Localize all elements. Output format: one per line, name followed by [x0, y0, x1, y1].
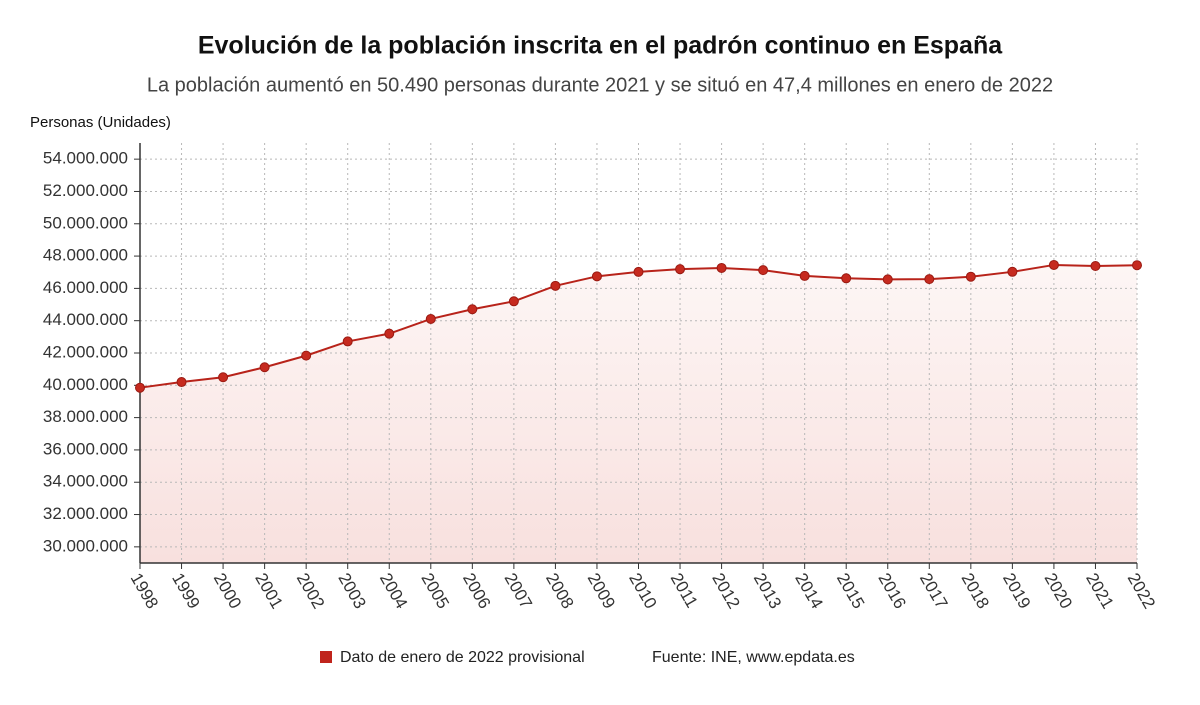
x-tick-label: 2019	[999, 570, 1034, 612]
y-axis-label: Personas (Unidades)	[30, 114, 171, 131]
x-tick-label: 2002	[293, 570, 328, 612]
point	[467, 304, 478, 315]
x-tick-label: 2005	[417, 570, 452, 612]
y-tick-label: 54.000.000	[43, 149, 128, 168]
x-tick-label: 2014	[791, 570, 826, 612]
x-tick-label: 1999	[168, 570, 203, 612]
x-tick-label: 2000	[210, 570, 245, 612]
x-tick-label: 2022	[1124, 570, 1159, 612]
x-tick-label: 2016	[874, 570, 909, 612]
y-tick-label: 38.000.000	[43, 407, 128, 426]
x-tick-label: 2020	[1041, 570, 1076, 612]
point	[425, 313, 436, 324]
x-tick-label: 2009	[584, 570, 619, 612]
point	[758, 265, 769, 276]
x-tick-label: 2007	[501, 570, 536, 612]
point	[1132, 260, 1142, 271]
point	[965, 271, 976, 282]
x-tick-label: 2012	[708, 570, 743, 612]
source: Fuente: INE, www.epdata.es	[652, 649, 855, 666]
point	[882, 274, 893, 285]
point	[259, 362, 270, 373]
x-tick-label: 2001	[251, 570, 286, 612]
x-tick-label: 2008	[542, 570, 577, 612]
x-tick-label: 2017	[916, 570, 951, 612]
y-tick-label: 42.000.000	[43, 342, 128, 361]
y-tick-label: 32.000.000	[43, 504, 128, 523]
x-tick-label: 2006	[459, 570, 494, 612]
point	[508, 296, 519, 307]
point	[591, 271, 602, 282]
x-tick-label: 1998	[127, 570, 162, 612]
point	[176, 377, 187, 388]
y-tick-label: 50.000.000	[43, 213, 128, 232]
point	[1048, 259, 1059, 270]
y-tick-label: 48.000.000	[43, 246, 128, 265]
x-tick-label: 2021	[1082, 570, 1117, 612]
point	[799, 270, 810, 281]
x-tick-label: 2010	[625, 570, 660, 612]
y-tick-label: 46.000.000	[43, 278, 128, 297]
point	[218, 372, 229, 383]
y-tick-label: 30.000.000	[43, 536, 128, 555]
x-tick-label: 2015	[833, 570, 868, 612]
point	[301, 350, 312, 361]
x-tick-label: 2011	[667, 570, 702, 611]
point	[1090, 261, 1101, 272]
note-swatch	[320, 651, 332, 663]
x-tick-label: 2013	[750, 570, 785, 612]
point	[675, 264, 686, 275]
y-tick-label: 36.000.000	[43, 439, 128, 458]
chart-title: Evolución de la población inscrita en el…	[198, 32, 1003, 60]
chart-subtitle: La población aumentó en 50.490 personas …	[147, 74, 1053, 96]
x-tick-label: 2018	[957, 570, 992, 612]
point	[924, 274, 935, 285]
y-tick-label: 34.000.000	[43, 472, 128, 491]
point	[841, 273, 852, 284]
x-tick-label: 2004	[376, 570, 411, 612]
point	[1007, 266, 1018, 277]
point	[342, 336, 353, 347]
point	[550, 280, 561, 291]
y-tick-label: 44.000.000	[43, 310, 128, 329]
point	[384, 328, 395, 339]
note: Dato de enero de 2022 provisional	[340, 649, 585, 666]
y-tick-label: 40.000.000	[43, 375, 128, 394]
x-tick-label: 2003	[334, 570, 369, 612]
y-tick-label: 52.000.000	[43, 181, 128, 200]
point	[135, 382, 145, 393]
point	[633, 266, 644, 277]
point	[716, 262, 727, 273]
